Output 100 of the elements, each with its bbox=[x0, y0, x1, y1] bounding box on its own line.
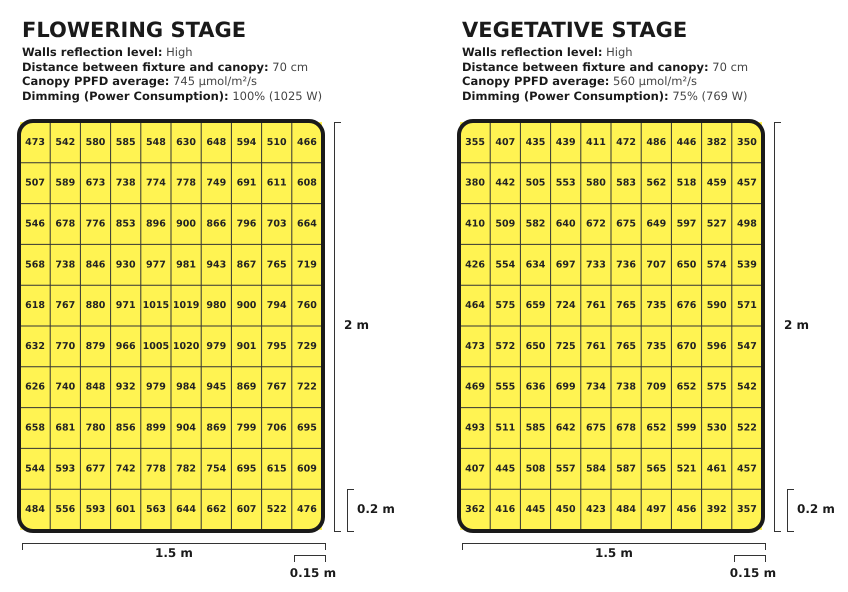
data-label: 733 bbox=[586, 259, 606, 270]
data-label: 445 bbox=[495, 463, 516, 474]
data-label: 677 bbox=[86, 463, 106, 474]
data-label: 761 bbox=[586, 300, 606, 312]
data-label: 445 bbox=[526, 504, 546, 516]
data-label: 649 bbox=[646, 218, 666, 230]
data-label: 896 bbox=[146, 218, 166, 230]
data-label: 442 bbox=[495, 178, 516, 189]
data-label: 848 bbox=[86, 382, 106, 393]
data-label: 544 bbox=[25, 463, 46, 474]
data-label: 626 bbox=[25, 382, 46, 393]
data-label: 618 bbox=[25, 300, 46, 312]
data-label: 856 bbox=[116, 422, 136, 434]
chart-title: VEGETATIVE STAGE bbox=[462, 18, 688, 42]
data-label: 459 bbox=[706, 178, 727, 189]
data-label: 416 bbox=[495, 504, 516, 516]
data-label: 461 bbox=[706, 463, 727, 474]
data-label: 521 bbox=[676, 463, 696, 474]
data-label: 724 bbox=[556, 300, 576, 312]
data-label: 869 bbox=[206, 422, 226, 434]
data-label: 644 bbox=[176, 504, 196, 516]
data-label: 615 bbox=[266, 463, 287, 474]
data-label: 355 bbox=[465, 136, 486, 148]
data-label: 640 bbox=[556, 218, 576, 230]
data-label: 510 bbox=[266, 136, 287, 148]
text: 1.5 m bbox=[595, 546, 633, 560]
data-label: 796 bbox=[236, 218, 257, 230]
text: Canopy PPFD average: 745 µmol/m²/s bbox=[22, 74, 257, 88]
data-label: 778 bbox=[176, 178, 196, 189]
data-label: 611 bbox=[266, 178, 287, 189]
data-label: 587 bbox=[616, 463, 636, 474]
data-label: 411 bbox=[586, 136, 606, 148]
data-label: 736 bbox=[616, 259, 636, 270]
text: Distance between fixture and canopy: 70 cm bbox=[462, 60, 748, 74]
data-label: 776 bbox=[86, 218, 106, 230]
data-label: 767 bbox=[266, 382, 287, 393]
data-label: 572 bbox=[495, 340, 516, 352]
data-label: 555 bbox=[495, 382, 516, 393]
data-label: 709 bbox=[646, 382, 666, 393]
data-label: 522 bbox=[266, 504, 287, 516]
data-label: 650 bbox=[526, 340, 546, 352]
data-label: 548 bbox=[146, 136, 166, 148]
data-label: 630 bbox=[176, 136, 196, 148]
data-label: 670 bbox=[676, 340, 697, 352]
data-label: 472 bbox=[616, 136, 636, 148]
data-label: 568 bbox=[25, 259, 46, 270]
data-label: 760 bbox=[296, 300, 318, 312]
data-label: 636 bbox=[526, 382, 546, 393]
data-label: 664 bbox=[296, 218, 318, 230]
text: Distance between fixture and canopy: 70 cm bbox=[22, 60, 308, 74]
data-label: 450 bbox=[556, 504, 576, 516]
data-label: 593 bbox=[55, 463, 76, 474]
data-label: 456 bbox=[676, 504, 697, 516]
data-label: 780 bbox=[86, 422, 106, 434]
data-label: 979 bbox=[206, 340, 226, 352]
data-label: 904 bbox=[176, 422, 196, 434]
data-label: 608 bbox=[296, 178, 318, 189]
data-label: 527 bbox=[706, 218, 727, 230]
data-label: 930 bbox=[116, 259, 136, 270]
data-label: 563 bbox=[146, 504, 166, 516]
data-label: 984 bbox=[176, 382, 196, 393]
data-label: 729 bbox=[296, 340, 317, 352]
data-label: 542 bbox=[55, 136, 76, 148]
text: 2 m bbox=[784, 318, 810, 332]
data-label: 507 bbox=[25, 178, 46, 189]
data-label: 675 bbox=[586, 422, 606, 434]
data-label: 676 bbox=[676, 300, 697, 312]
data-label: 778 bbox=[146, 463, 166, 474]
text: Walls reflection level: High bbox=[22, 45, 193, 59]
data-label: 484 bbox=[25, 504, 46, 516]
data-label: 435 bbox=[526, 136, 546, 148]
data-label: 593 bbox=[86, 504, 106, 516]
data-label: 380 bbox=[465, 178, 486, 189]
data-label: 484 bbox=[616, 504, 636, 516]
data-label: 695 bbox=[296, 422, 317, 434]
data-label: 735 bbox=[646, 300, 666, 312]
data-label: 691 bbox=[236, 178, 256, 189]
data-label: 473 bbox=[25, 136, 46, 148]
data-label: 853 bbox=[116, 218, 136, 230]
data-label: 557 bbox=[556, 463, 576, 474]
data-label: 580 bbox=[586, 178, 606, 189]
data-label: 601 bbox=[116, 504, 136, 516]
data-label: 672 bbox=[586, 218, 606, 230]
data-label: 466 bbox=[296, 136, 318, 148]
data-label: 1005 bbox=[142, 340, 170, 352]
data-label: 971 bbox=[116, 300, 136, 312]
data-label: 473 bbox=[465, 340, 486, 352]
data-label: 765 bbox=[616, 340, 636, 352]
data-label: 609 bbox=[296, 463, 317, 474]
text: 0.2 m bbox=[797, 502, 835, 516]
text: Walls reflection level: High bbox=[462, 45, 633, 59]
data-label: 738 bbox=[55, 259, 76, 270]
data-label: 505 bbox=[526, 178, 546, 189]
data-label: 357 bbox=[736, 504, 757, 516]
data-label: 590 bbox=[706, 300, 727, 312]
data-label: 554 bbox=[495, 259, 516, 270]
data-label: 648 bbox=[206, 136, 227, 148]
data-label: 879 bbox=[86, 340, 106, 352]
data-label: 565 bbox=[646, 463, 666, 474]
data-label: 509 bbox=[495, 218, 516, 230]
